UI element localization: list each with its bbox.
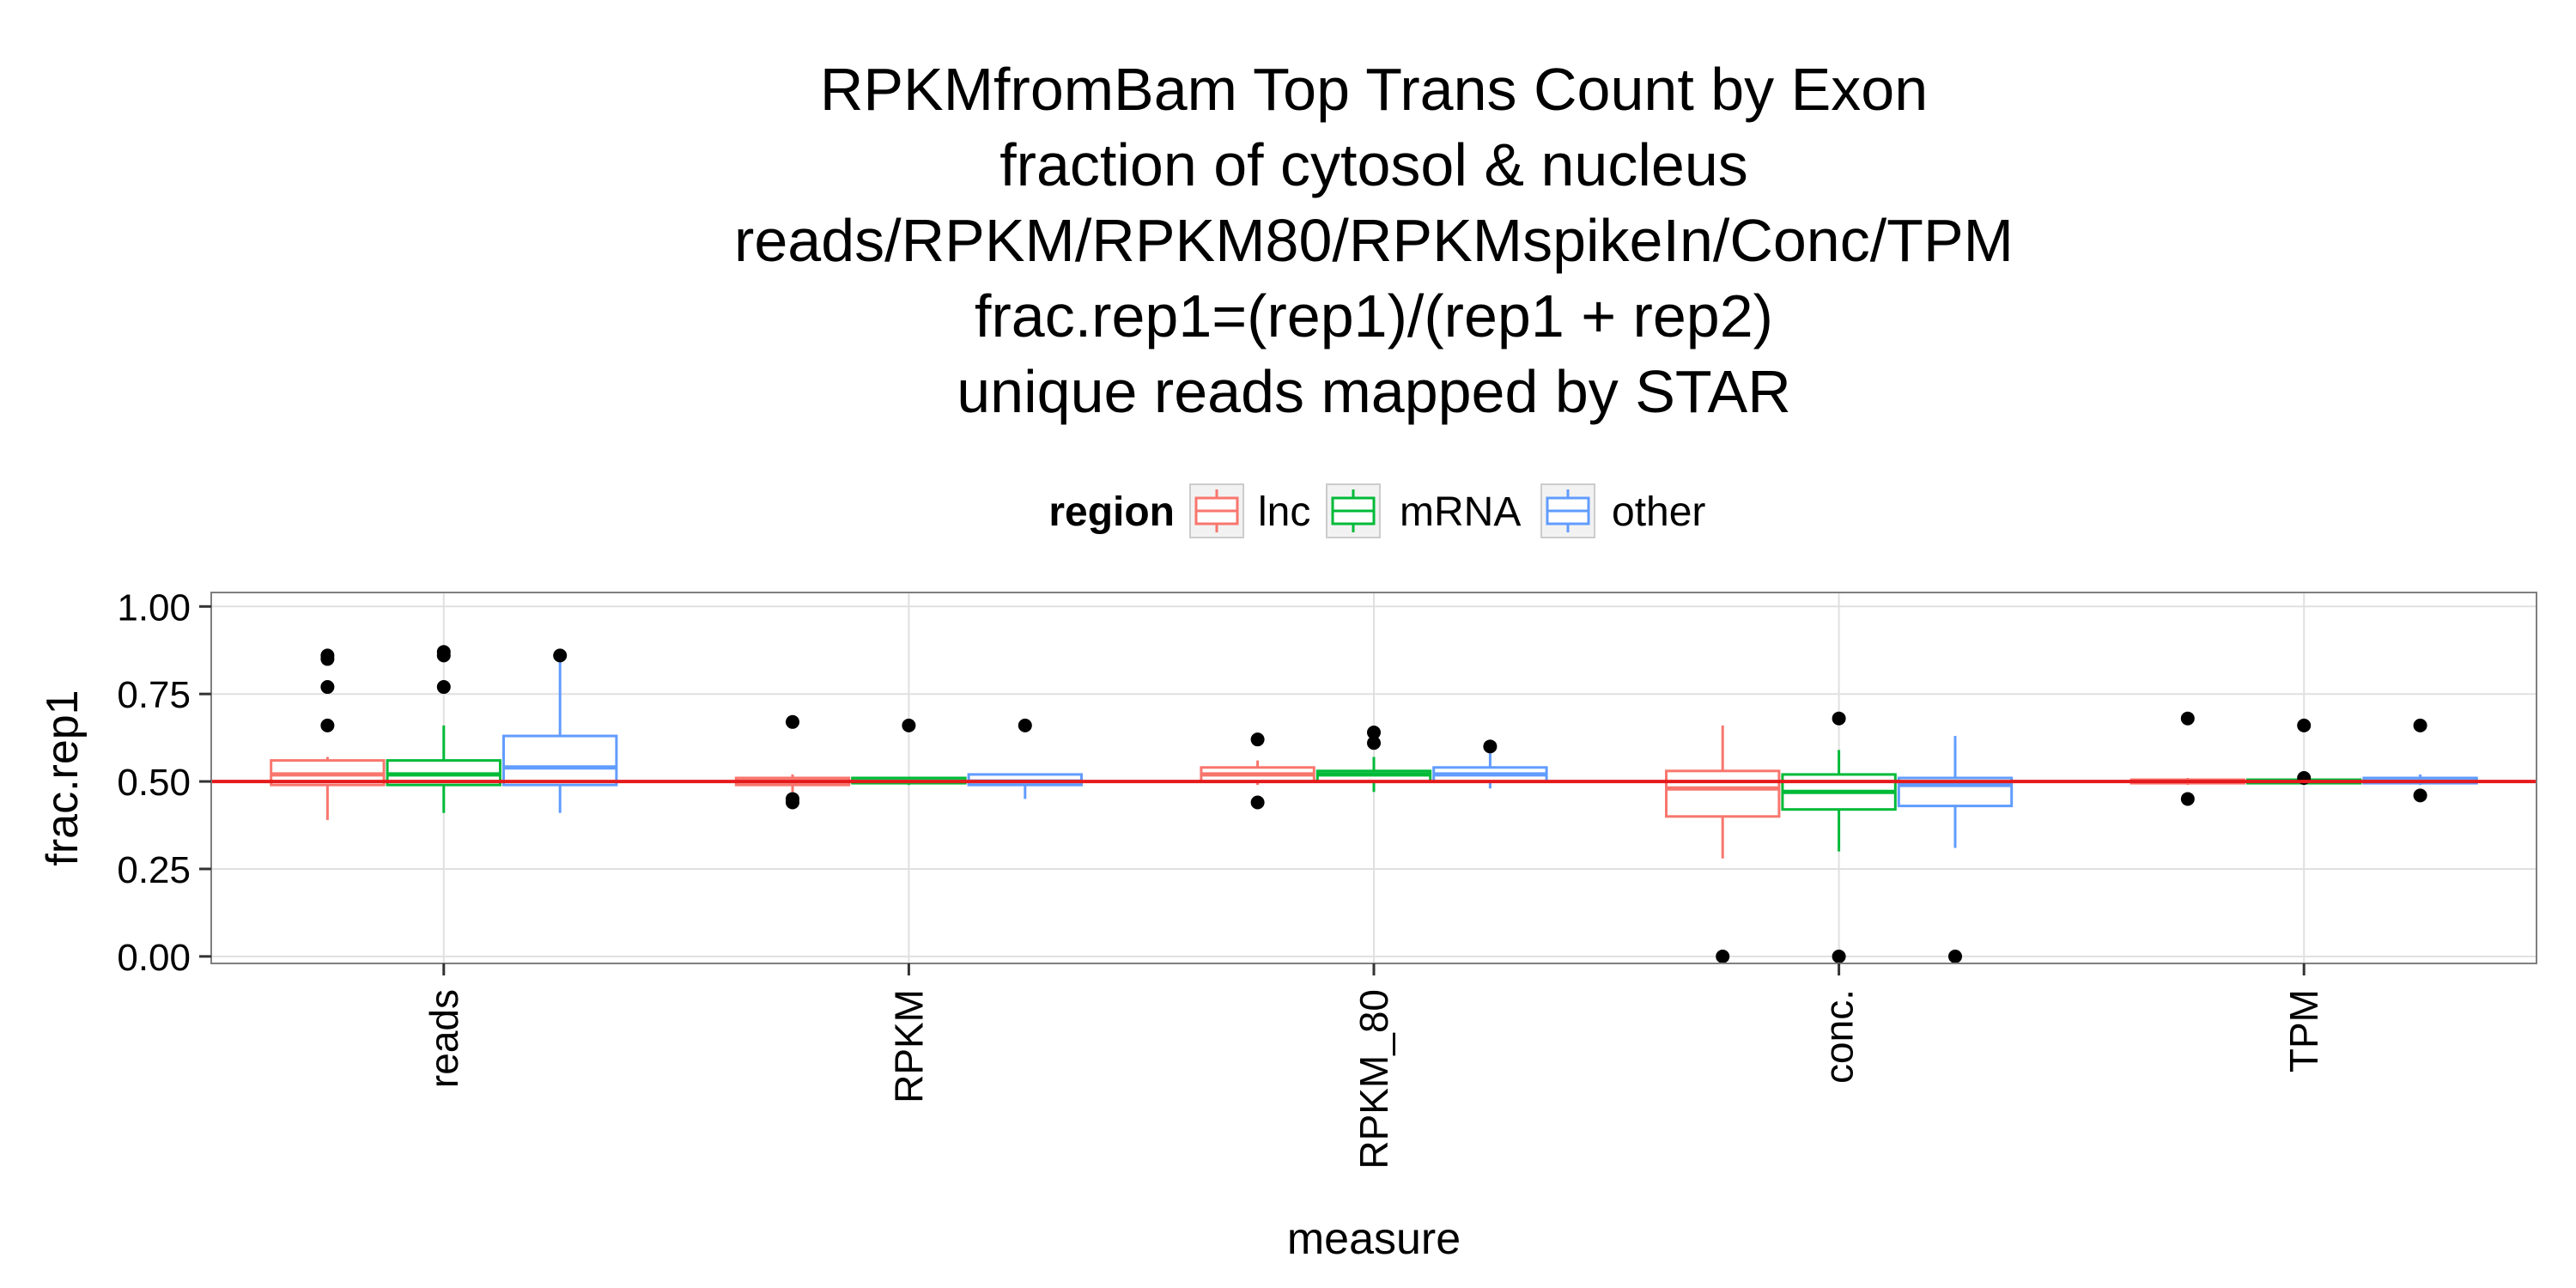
outlier-point <box>1367 726 1381 740</box>
outlier-point <box>1483 739 1498 754</box>
legend-label-mrna: mRNA <box>1400 489 1521 535</box>
legend-key-mrna <box>1326 483 1381 538</box>
outlier-point <box>786 714 799 729</box>
title-line: frac.rep1=(rep1)/(rep1 + rep2) <box>975 283 1773 349</box>
y-tick-label: 0.75 <box>117 674 191 716</box>
y-axis: 0.00 0.25 0.50 0.75 1.00 <box>117 586 211 979</box>
y-tick-label: 0.00 <box>117 937 191 979</box>
outlier-point <box>786 792 799 806</box>
y-tick-label: 1.00 <box>117 586 191 629</box>
outlier-point <box>320 680 335 695</box>
y-tick-label: 0.25 <box>117 849 191 891</box>
legend-label-other: other <box>1612 489 1705 535</box>
outlier-point <box>436 680 451 695</box>
outlier-point <box>902 718 916 732</box>
y-axis-label: frac.rep1 <box>38 690 88 866</box>
outlier-point <box>436 645 451 659</box>
outlier-point <box>2180 711 2195 726</box>
x-tick-label: RPKM_80 <box>1352 989 1396 1170</box>
outlier-point <box>1948 949 1962 963</box>
legend-title: region <box>1048 489 1175 535</box>
outlier-point <box>320 718 335 732</box>
box-other-rpkm80 <box>1432 739 1548 789</box>
outlier-point <box>1716 949 1730 963</box>
outlier-point <box>1367 736 1381 750</box>
outlier-point <box>1250 795 1265 810</box>
box-iqr <box>1665 769 1781 818</box>
x-tick-label: reads <box>422 989 466 1088</box>
outlier-point <box>2180 792 2195 806</box>
outlier-point <box>1832 949 1846 963</box>
box-lnc-conc <box>1665 725 1781 963</box>
title-line: reads/RPKM/RPKM80/RPKMspikeIn/Conc/TPM <box>734 207 2014 274</box>
outlier-point <box>1018 718 1032 732</box>
outlier-point <box>1832 711 1846 726</box>
legend-label-lnc: lnc <box>1258 489 1310 535</box>
box-mrna-rpkm80 <box>1315 726 1432 793</box>
x-tick-label: RPKM <box>886 989 931 1103</box>
legend-key-lnc <box>1189 483 1244 538</box>
outlier-point <box>2297 718 2312 732</box>
outlier-point <box>2413 718 2427 732</box>
outlier-point <box>553 648 568 663</box>
box-lnc-rpkm80 <box>1200 732 1315 810</box>
box-other-reads <box>502 648 618 813</box>
legend: region lnc mRNA other <box>1048 483 1705 538</box>
box-iqr <box>502 734 618 787</box>
outlier-point <box>1250 732 1265 747</box>
box-mrna-conc <box>1781 711 1897 963</box>
title-line: fraction of cytosol & nucleus <box>999 131 1748 198</box>
x-axis: reads RPKM RPKM_80 conc. TPM <box>422 963 2326 1170</box>
legend-key-other <box>1540 483 1595 538</box>
title-line: unique reads mapped by STAR <box>957 358 1791 425</box>
outlier-point <box>320 648 335 663</box>
x-tick-label: conc. <box>1817 989 1862 1084</box>
chart-title: RPKMfromBam Top Trans Count by Exon fract… <box>734 56 2014 425</box>
x-axis-label: measure <box>1287 1214 1461 1264</box>
outlier-point <box>2413 788 2427 803</box>
x-tick-label: TPM <box>2281 989 2326 1072</box>
y-tick-label: 0.50 <box>117 762 191 804</box>
title-line: RPKMfromBam Top Trans Count by Exon <box>820 56 1928 123</box>
